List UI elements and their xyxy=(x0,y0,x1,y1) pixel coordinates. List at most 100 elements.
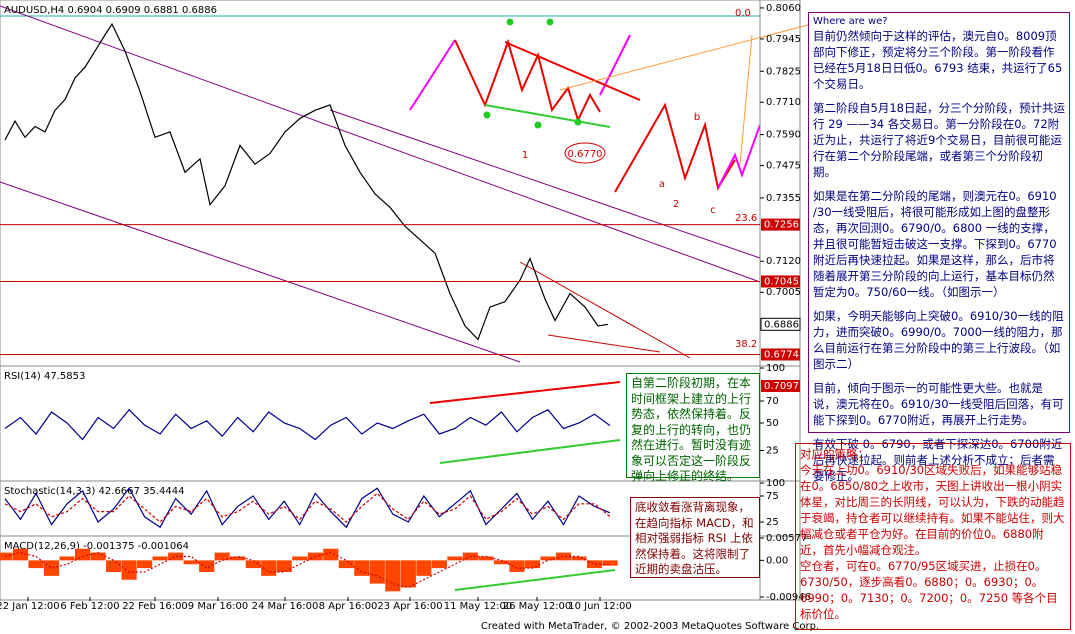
histogram-bar xyxy=(43,560,60,576)
histogram-bar xyxy=(431,560,447,569)
level-label-bg xyxy=(761,380,800,392)
x-tick-label: 26 May 12:00 xyxy=(503,601,572,612)
y-tick-label: 0.7005 xyxy=(766,287,801,298)
fib-label: 38.2 xyxy=(735,339,757,350)
histogram-bar xyxy=(28,560,44,569)
histogram-bar xyxy=(292,556,308,561)
x-tick-label: 9 Mar 16:00 xyxy=(188,601,248,612)
level-label-bg xyxy=(761,348,800,361)
histogram-bar xyxy=(385,560,401,592)
wave-label: 0.6770 xyxy=(568,149,603,160)
histogram-bar xyxy=(493,560,509,565)
strategy-box: 对应的策略： 今天在上功0。6910/30区域失败后，如果能够站稳在0。6850/… xyxy=(795,443,1071,630)
y-tick-label: 0.7945 xyxy=(766,34,801,45)
level-label-bg xyxy=(761,275,800,288)
histogram-bar xyxy=(121,560,137,580)
x-tick-label: 8 Apr 16:00 xyxy=(319,601,378,612)
histogram-bar xyxy=(323,548,339,561)
histogram-bar xyxy=(168,552,184,561)
wave-label: 1 xyxy=(522,150,528,161)
histogram-bar xyxy=(90,552,106,561)
histogram-bar xyxy=(230,556,246,561)
x-tick-label: 10 Jun 12:00 xyxy=(568,601,632,612)
paragraph: 空仓者，可在0。6770/95区域买进，止损在0。6730/50，逐步高看0。6… xyxy=(800,559,1058,621)
y-tick-label: 0.7825 xyxy=(766,66,801,77)
histogram-bar xyxy=(571,556,587,561)
histogram-bar xyxy=(447,556,463,561)
wave-label: 2 xyxy=(673,199,679,210)
histogram-bar xyxy=(137,560,153,569)
y-tick-label: 0.7590 xyxy=(766,130,801,141)
histogram-bar xyxy=(524,560,540,569)
histogram-bar xyxy=(12,548,29,561)
y-tick-label: 100 xyxy=(766,478,785,489)
fib-label: 23.6 xyxy=(735,213,757,224)
histogram-bar xyxy=(183,560,199,565)
series-line xyxy=(4,487,611,529)
y-tick-label: 0.00577 xyxy=(766,533,807,544)
histogram-bar xyxy=(478,556,494,561)
x-tick-label: 23 Apr 16:00 xyxy=(377,601,442,612)
histogram-bar xyxy=(540,556,556,561)
y-tick-label: 0.8060 xyxy=(766,3,801,14)
y-tick-label: 0.7120 xyxy=(766,256,801,267)
histogram-bar xyxy=(338,560,354,569)
box-title: 对应的策略： xyxy=(800,447,869,461)
analysis-box: Where are we? 目前仍然倾向于这样的评估，澳元自0。8009顶部向下修… xyxy=(808,12,1070,483)
y-tick-label: -0.00946 xyxy=(766,592,811,603)
histogram-bar xyxy=(369,560,385,584)
panel-title: MACD(12,26,9) -0.001375 -0.001064 xyxy=(4,541,189,552)
last-price-label: 0.6886 xyxy=(764,319,799,330)
divergence-note: 底收敛看涨背离现象，在趋向指标 MACD，和 相对强弱指标 RSI 上依然保持着… xyxy=(630,497,760,578)
fib-label: 0.0 xyxy=(735,8,751,19)
series-line xyxy=(4,408,611,441)
y-tick-label: 100 xyxy=(766,363,785,374)
paragraph: 目前仍然倾向于这样的评估，澳元自0。8009顶部向下修正，预定将分三个阶段。第一… xyxy=(813,29,1063,91)
paragraph: 目前，倾向于图示一的可能性更大些。也就是说，澳元将在0。6910/30一线受阻后… xyxy=(813,381,1064,427)
y-tick-label: 25 xyxy=(766,517,779,528)
histogram-bar xyxy=(400,560,416,588)
histogram-bar xyxy=(75,548,91,561)
level-label: 0.7045 xyxy=(764,276,799,287)
wave-label: b xyxy=(694,112,700,123)
histogram-bar xyxy=(261,560,277,576)
histogram-bar xyxy=(245,560,261,569)
series-line xyxy=(4,22,609,341)
y-tick-label: 0.00 xyxy=(766,555,788,566)
paragraph: 第二阶段自5月18日起，分三个分阶段，预计共运行 29 ——34 各交易日。第一… xyxy=(813,101,1065,179)
y-tick-label: 0.7475 xyxy=(766,161,801,172)
x-tick-label: 11 May 12:00 xyxy=(444,601,513,612)
histogram-bar xyxy=(586,560,603,569)
footer: Created with MetaTrader, © 2002-2003 Met… xyxy=(481,621,819,632)
wave-label: c xyxy=(710,205,716,216)
y-tick-label: 50 xyxy=(766,418,779,429)
panel-title: AUDUSD,H4 0.6904 0.6909 0.6881 0.6886 xyxy=(4,5,217,16)
histogram-bar xyxy=(354,560,370,576)
paragraph: 如果是在第二分阶段的尾端，则澳元在0。6910 /30一线受阻后，将很可能形成如… xyxy=(813,189,1057,299)
y-tick-label: 0.7710 xyxy=(766,97,801,108)
series-line xyxy=(4,551,611,589)
x-tick-label: 24 Mar 16:00 xyxy=(252,601,319,612)
paragraph: 今天在上功0。6910/30区域失败后，如果能够站稳在0。6850/80之上收市… xyxy=(800,463,1065,557)
y-tick-label: 25 xyxy=(766,446,779,457)
level-label-bg xyxy=(761,218,800,231)
last-price-bg xyxy=(760,317,801,331)
histogram-bar xyxy=(59,556,75,561)
histogram-bar xyxy=(509,560,525,572)
series-line xyxy=(4,492,611,523)
level-label: 0.7097 xyxy=(764,381,799,392)
histogram-bar xyxy=(199,560,215,572)
y-tick-label: 0.7355 xyxy=(766,193,801,204)
wave-label: a xyxy=(659,179,665,190)
x-tick-label: 22 Jan 12:00 xyxy=(0,601,60,612)
level-label: 0.7256 xyxy=(764,220,799,231)
panel-title: RSI(14) 47.5853 xyxy=(4,371,85,382)
drawings xyxy=(0,0,809,601)
level-label: 0.6774 xyxy=(764,349,799,360)
trend-note: 自第二阶段初期，在本时间框架上建立的上行势态，依然保持着。反复的上行的转向，也仍… xyxy=(626,373,760,483)
paragraph: 如果，今明天能够向上突破0。6910/30一线的阻力，进而突破0。6990/0。… xyxy=(813,309,1064,371)
y-tick-label: 75 xyxy=(766,491,779,502)
y-tick-label: 70 xyxy=(766,396,779,407)
